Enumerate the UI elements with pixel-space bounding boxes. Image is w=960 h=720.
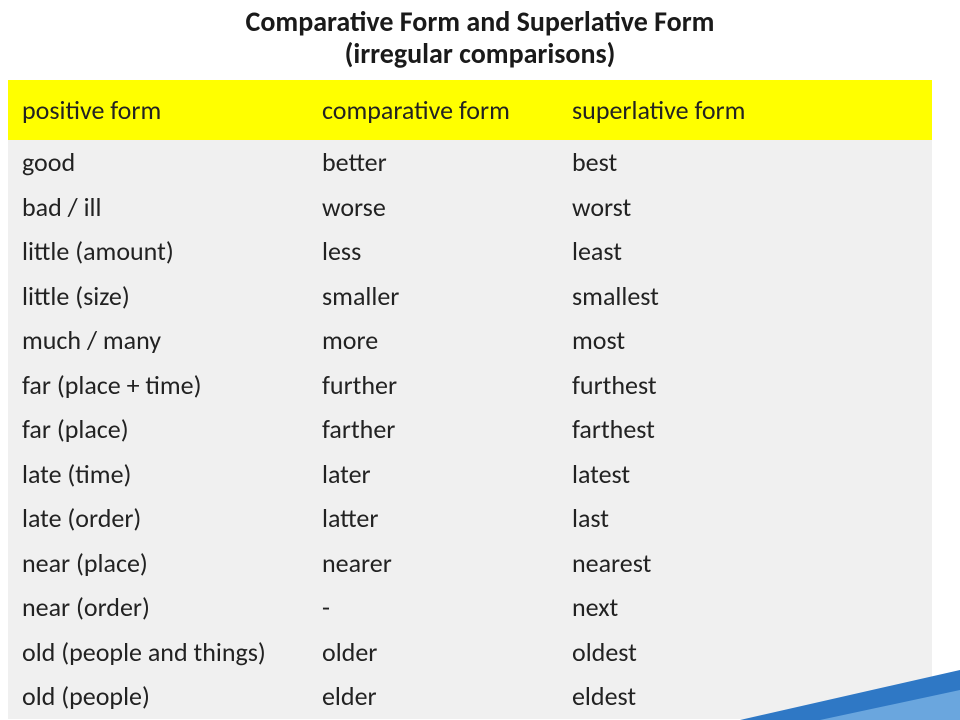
table-cell: oldest [558, 630, 932, 675]
table-cell: latest [558, 452, 932, 497]
table-cell: smallest [558, 274, 932, 319]
corner-decoration-2 [820, 690, 960, 720]
table-cell: old (people and things) [8, 630, 308, 675]
table-cell: elder [308, 674, 558, 719]
table-row: goodbetterbest [8, 140, 932, 185]
table-cell: nearer [308, 541, 558, 586]
table-row: old (people and things)olderoldest [8, 630, 932, 675]
table-cell: furthest [558, 363, 932, 408]
page-title-block: Comparative Form and Superlative Form (i… [0, 0, 960, 80]
table-row: near (order)-next [8, 585, 932, 630]
table-row: far (place + time)furtherfurthest [8, 363, 932, 408]
table-cell: little (amount) [8, 229, 308, 274]
table-cell: farthest [558, 407, 932, 452]
table-cell: far (place) [8, 407, 308, 452]
table-cell: nearest [558, 541, 932, 586]
table-cell: late (order) [8, 496, 308, 541]
table-cell: last [558, 496, 932, 541]
table-cell: farther [308, 407, 558, 452]
table-header-row: positive form comparative form superlati… [8, 80, 932, 140]
table-cell: less [308, 229, 558, 274]
title-line-1: Comparative Form and Superlative Form [0, 6, 960, 38]
table-cell: old (people) [8, 674, 308, 719]
comparison-table: positive form comparative form superlati… [8, 80, 932, 719]
table-cell: smaller [308, 274, 558, 319]
table-cell: better [308, 140, 558, 185]
table-cell: older [308, 630, 558, 675]
table-cell: bad / ill [8, 185, 308, 230]
table-cell: much / many [8, 318, 308, 363]
header-superlative: superlative form [558, 80, 932, 140]
header-comparative: comparative form [308, 80, 558, 140]
table-row: near (place)nearernearest [8, 541, 932, 586]
table-cell: most [558, 318, 932, 363]
table-cell: late (time) [8, 452, 308, 497]
table-cell: least [558, 229, 932, 274]
table-cell: worst [558, 185, 932, 230]
table-cell: worse [308, 185, 558, 230]
table-cell: little (size) [8, 274, 308, 319]
table-row: much / manymoremost [8, 318, 932, 363]
table-row: little (size)smallersmallest [8, 274, 932, 319]
table-cell: later [308, 452, 558, 497]
header-positive: positive form [8, 80, 308, 140]
table-cell: further [308, 363, 558, 408]
table-cell: more [308, 318, 558, 363]
table-cell: next [558, 585, 932, 630]
table-cell: far (place + time) [8, 363, 308, 408]
table-row: little (amount)lessleast [8, 229, 932, 274]
table-cell: near (order) [8, 585, 308, 630]
table-row: late (time)laterlatest [8, 452, 932, 497]
table-row: bad / illworseworst [8, 185, 932, 230]
title-line-2: (irregular comparisons) [0, 38, 960, 70]
table-row: late (order)latterlast [8, 496, 932, 541]
table-cell: good [8, 140, 308, 185]
table-cell: - [308, 585, 558, 630]
table-row: far (place)fartherfarthest [8, 407, 932, 452]
table-cell: best [558, 140, 932, 185]
table-cell: near (place) [8, 541, 308, 586]
table-cell: latter [308, 496, 558, 541]
